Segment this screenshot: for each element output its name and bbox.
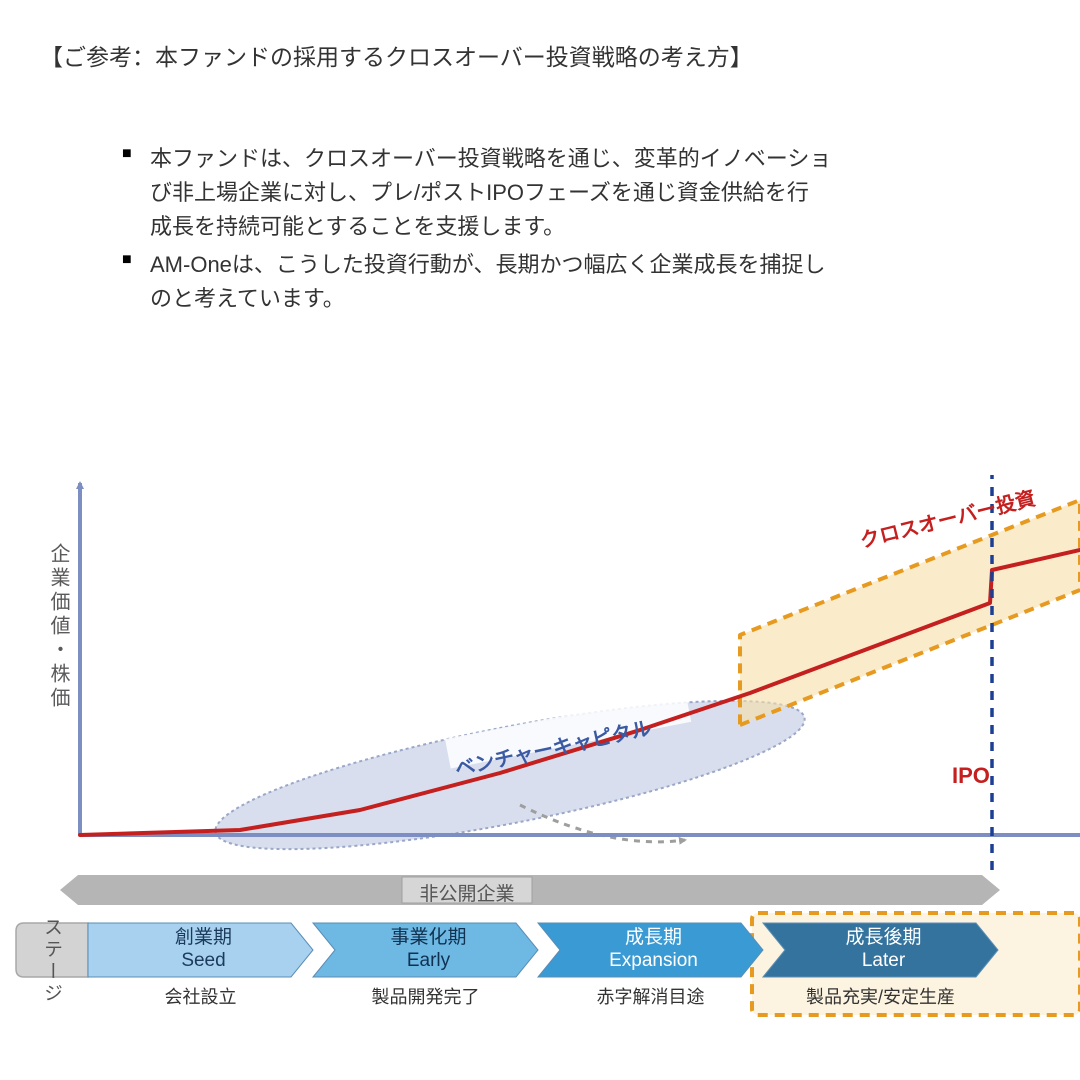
stage-sublabel: 会社設立	[93, 983, 308, 1009]
stage-chevron-label: 事業化期Early	[331, 927, 526, 973]
bullet-list: 本ファンドは、クロスオーバー投資戦略を通じ、変革的イノベーショ び非上場企業に対…	[110, 142, 1080, 320]
bullet-line: び非上場企業に対し、プレ/ポストIPOフェーズを通じ資金供給を行	[150, 176, 1080, 210]
stage-sublabel: 製品開発完了	[318, 983, 533, 1009]
stage-axis-label: ステージ	[38, 917, 65, 1005]
stage-chevron-label: 成長後期Later	[781, 927, 986, 973]
page-title: 【ご参考：本ファンドの採用するクロスオーバー投資戦略の考え方】	[40, 38, 753, 72]
ipo-label: IPO	[952, 763, 990, 789]
stage-chevron-label: 創業期Seed	[106, 927, 301, 973]
page-root: 【ご参考：本ファンドの採用するクロスオーバー投資戦略の考え方】 本ファンドは、ク…	[0, 0, 1080, 1080]
bullet-item: 本ファンドは、クロスオーバー投資戦略を通じ、変革的イノベーショ び非上場企業に対…	[150, 142, 1080, 244]
stage-sublabel: 製品充実/安定生産	[768, 983, 993, 1009]
stage-sublabel: 赤字解消目途	[543, 983, 758, 1009]
private-company-label: 非公開企業	[410, 879, 524, 906]
stage-chevron-label: 成長期Expansion	[556, 927, 751, 973]
bullet-line: AM-Oneは、こうした投資行動が、長期かつ幅広く企業成長を捕捉し	[150, 248, 1080, 282]
crossover-chart: 企業価値・株価 ベンチャーキャピタル クロスオーバー投資 IPO 非公開企業 ス…	[0, 475, 1080, 1035]
bullet-line: 成長を持続可能とすることを支援します。	[150, 210, 1080, 244]
bullet-line: 本ファンドは、クロスオーバー投資戦略を通じ、変革的イノベーショ	[150, 142, 1080, 176]
bullet-line: のと考えています。	[150, 282, 1080, 316]
bullet-item: AM-Oneは、こうした投資行動が、長期かつ幅広く企業成長を捕捉し のと考えてい…	[150, 248, 1080, 316]
